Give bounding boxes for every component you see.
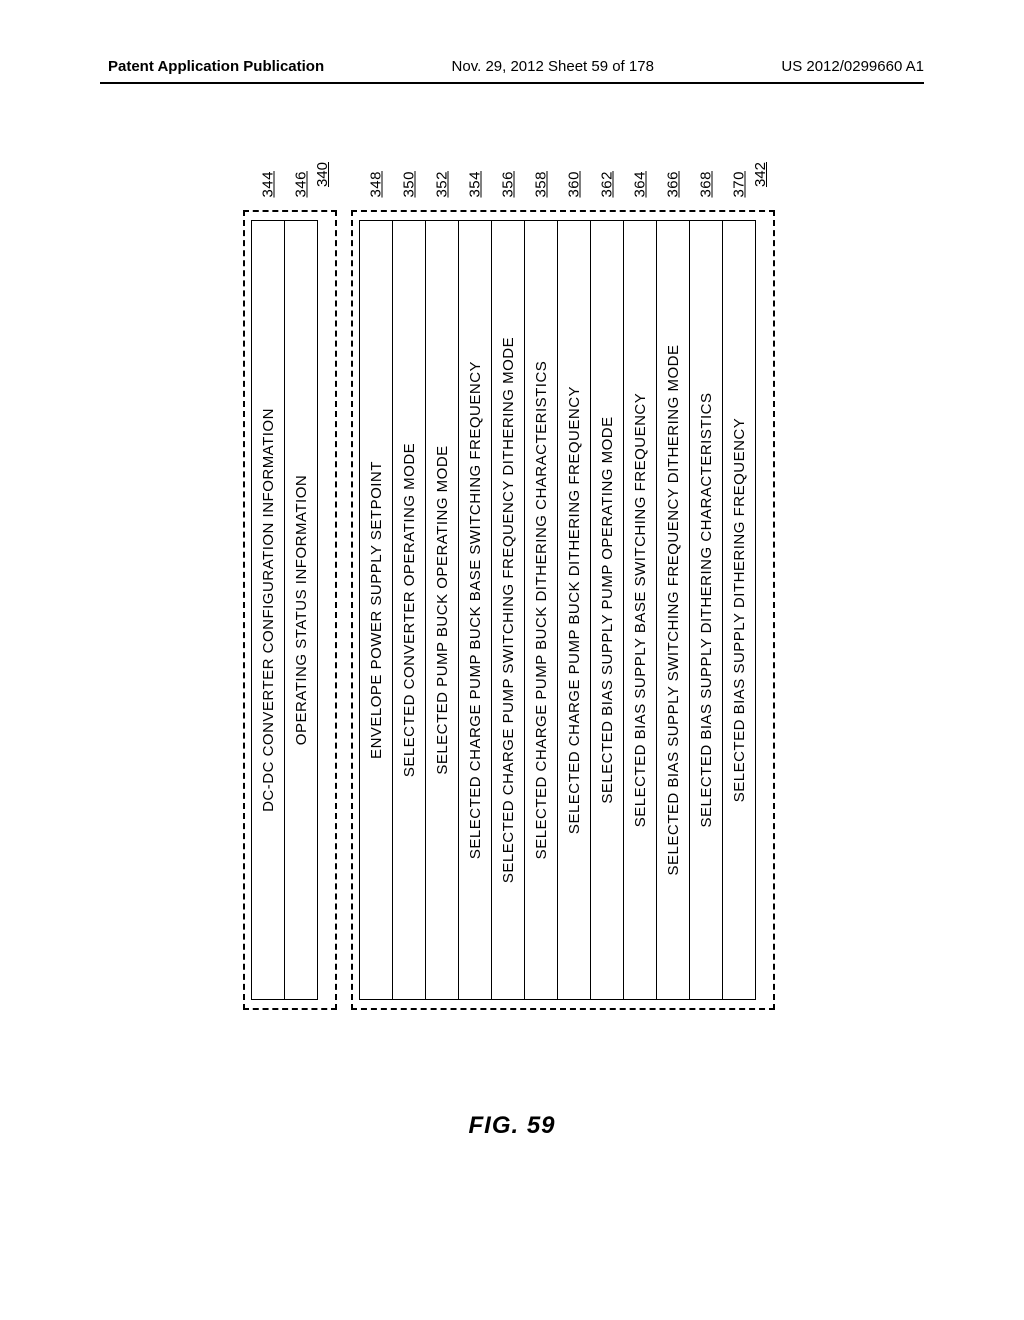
figure-content: DC-DC CONVERTER CONFIGURATION INFORMATIO… <box>116 232 916 988</box>
row-label: DC-DC CONVERTER CONFIGURATION INFORMATIO… <box>260 408 277 812</box>
row-label: SELECTED CONVERTER OPERATING MODE <box>401 443 418 777</box>
row-label: SELECTED CHARGE PUMP BUCK BASE SWITCHING… <box>467 361 484 859</box>
table-row: SELECTED CHARGE PUMP BUCK BASE SWITCHING… <box>458 220 492 1000</box>
header-rule <box>100 82 924 84</box>
row-label: SELECTED CHARGE PUMP SWITCHING FREQUENCY… <box>500 337 517 883</box>
row-label: SELECTED BIAS SUPPLY PUMP OPERATING MODE <box>599 416 616 803</box>
table-row: SELECTED BIAS SUPPLY BASE SWITCHING FREQ… <box>623 220 657 1000</box>
page-header: Patent Application Publication Nov. 29, … <box>0 58 1024 75</box>
table-row: SELECTED BIAS SUPPLY SWITCHING FREQUENCY… <box>656 220 690 1000</box>
row-ref: 344 <box>260 171 277 198</box>
row-label: OPERATING STATUS INFORMATION <box>293 475 310 745</box>
block-ref: 340 <box>314 162 331 187</box>
row-ref: 360 <box>566 171 583 198</box>
row-ref: 346 <box>293 171 310 198</box>
row-label: SELECTED PUMP BUCK OPERATING MODE <box>434 445 451 774</box>
row-label: SELECTED CHARGE PUMP BUCK DITHERING CHAR… <box>533 361 550 860</box>
row-ref: 364 <box>632 171 649 198</box>
row-label: ENVELOPE POWER SUPPLY SETPOINT <box>368 461 385 759</box>
row-ref: 366 <box>665 171 682 198</box>
header-left: Patent Application Publication <box>108 58 324 75</box>
row-label: SELECTED BIAS SUPPLY DITHERING FREQUENCY <box>731 418 748 803</box>
row-ref: 354 <box>467 171 484 198</box>
figure-rotated: DC-DC CONVERTER CONFIGURATION INFORMATIO… <box>243 210 789 1010</box>
table-row: SELECTED CHARGE PUMP SWITCHING FREQUENCY… <box>491 220 525 1000</box>
header-mid: Nov. 29, 2012 Sheet 59 of 178 <box>452 58 654 75</box>
table-row: SELECTED CONVERTER OPERATING MODE 350 <box>392 220 426 1000</box>
row-ref: 348 <box>368 171 385 198</box>
row-ref: 350 <box>401 171 418 198</box>
table-row: ENVELOPE POWER SUPPLY SETPOINT 348 <box>359 220 393 1000</box>
row-ref: 362 <box>599 171 616 198</box>
row-ref: 370 <box>731 171 748 198</box>
table-row: SELECTED BIAS SUPPLY DITHERING CHARACTER… <box>689 220 723 1000</box>
table-row: OPERATING STATUS INFORMATION 346 <box>284 220 318 1000</box>
page: Patent Application Publication Nov. 29, … <box>0 0 1024 1320</box>
row-label: SELECTED BIAS SUPPLY DITHERING CHARACTER… <box>698 392 715 827</box>
table-row: SELECTED BIAS SUPPLY PUMP OPERATING MODE… <box>590 220 624 1000</box>
row-label: SELECTED BIAS SUPPLY BASE SWITCHING FREQ… <box>632 393 649 828</box>
row-ref: 368 <box>698 171 715 198</box>
row-ref: 352 <box>434 171 451 198</box>
row-label: SELECTED BIAS SUPPLY SWITCHING FREQUENCY… <box>665 345 682 876</box>
header-right: US 2012/0299660 A1 <box>781 58 924 75</box>
block-top: DC-DC CONVERTER CONFIGURATION INFORMATIO… <box>243 210 337 1010</box>
table-row: DC-DC CONVERTER CONFIGURATION INFORMATIO… <box>251 220 285 1000</box>
block-ref: 342 <box>752 162 769 187</box>
block-bottom: ENVELOPE POWER SUPPLY SETPOINT 348 SELEC… <box>351 210 775 1010</box>
row-ref: 358 <box>533 171 550 198</box>
table-row: SELECTED BIAS SUPPLY DITHERING FREQUENCY… <box>722 220 756 1000</box>
table-row: SELECTED CHARGE PUMP BUCK DITHERING FREQ… <box>557 220 591 1000</box>
row-ref: 356 <box>500 171 517 198</box>
figure-label: FIG. 59 <box>468 1112 555 1140</box>
table-row: SELECTED CHARGE PUMP BUCK DITHERING CHAR… <box>524 220 558 1000</box>
row-label: SELECTED CHARGE PUMP BUCK DITHERING FREQ… <box>566 386 583 834</box>
table-row: SELECTED PUMP BUCK OPERATING MODE 352 <box>425 220 459 1000</box>
